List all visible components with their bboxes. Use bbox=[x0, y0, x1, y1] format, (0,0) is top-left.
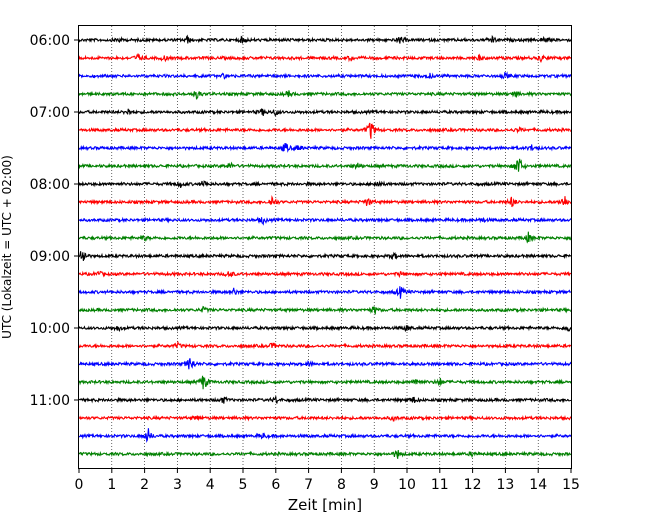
seismic-trace bbox=[78, 231, 572, 244]
x-tick-label: 2 bbox=[140, 477, 149, 493]
y-tick-label: 07:00 bbox=[30, 105, 70, 121]
y-tick-label: 10:00 bbox=[30, 321, 70, 337]
seismic-trace bbox=[78, 142, 572, 153]
y-axis-ticks: 06:00 07:00 08:00 09:00 10:00 11:00 bbox=[30, 33, 79, 409]
plot-frame bbox=[78, 25, 572, 469]
x-tick-label: 0 bbox=[75, 477, 84, 493]
x-tick-label: 5 bbox=[239, 477, 248, 493]
seismic-trace bbox=[78, 122, 572, 139]
x-axis-label: Zeit [min] bbox=[288, 496, 362, 514]
x-tick-label: 10 bbox=[398, 477, 416, 493]
x-tick-label: 12 bbox=[464, 477, 482, 493]
vertical-grid bbox=[111, 26, 539, 468]
y-axis-label: UTC (Lokalzeit = UTC + 02:00) bbox=[0, 155, 14, 339]
seismic-trace bbox=[78, 158, 572, 172]
x-tick-label: 9 bbox=[370, 477, 379, 493]
x-tick-label: 6 bbox=[271, 477, 280, 493]
seismic-trace bbox=[78, 414, 572, 422]
seismic-trace bbox=[78, 90, 572, 100]
x-tick-label: 11 bbox=[431, 477, 449, 493]
x-tick-label: 1 bbox=[107, 477, 116, 493]
seismic-trace bbox=[78, 216, 572, 226]
seismic-trace bbox=[78, 396, 572, 404]
x-tick-label: 3 bbox=[173, 477, 182, 493]
seismic-trace bbox=[78, 428, 572, 443]
x-axis-ticks: 0 1 2 3 4 5 6 7 8 9 10 11 12 13 14 15 bbox=[75, 468, 580, 493]
seismic-trace bbox=[78, 194, 572, 208]
seismic-trace bbox=[78, 286, 572, 299]
seismic-trace bbox=[78, 324, 572, 333]
y-tick-label: 06:00 bbox=[30, 33, 70, 49]
seismic-trace bbox=[78, 34, 572, 45]
seismic-trace bbox=[78, 305, 572, 316]
seismic-trace bbox=[78, 53, 572, 63]
seismic-trace bbox=[78, 71, 572, 80]
x-tick-label: 7 bbox=[304, 477, 313, 493]
seismic-trace bbox=[78, 449, 572, 459]
x-tick-label: 14 bbox=[529, 477, 547, 493]
seismic-trace bbox=[78, 375, 572, 390]
trace-layer bbox=[78, 34, 572, 459]
seismic-trace bbox=[78, 180, 572, 189]
x-tick-label: 4 bbox=[206, 477, 215, 493]
seismic-trace bbox=[78, 108, 572, 117]
x-tick-label: 15 bbox=[562, 477, 580, 493]
y-tick-label: 09:00 bbox=[30, 249, 70, 265]
seismic-trace bbox=[78, 340, 572, 350]
x-tick-label: 8 bbox=[337, 477, 346, 493]
seismic-trace bbox=[78, 358, 572, 370]
y-tick-label: 11:00 bbox=[30, 393, 70, 409]
seismic-trace bbox=[78, 270, 572, 279]
x-tick-label: 13 bbox=[496, 477, 514, 493]
y-tick-label: 08:00 bbox=[30, 177, 70, 193]
seismic-trace bbox=[78, 251, 572, 261]
